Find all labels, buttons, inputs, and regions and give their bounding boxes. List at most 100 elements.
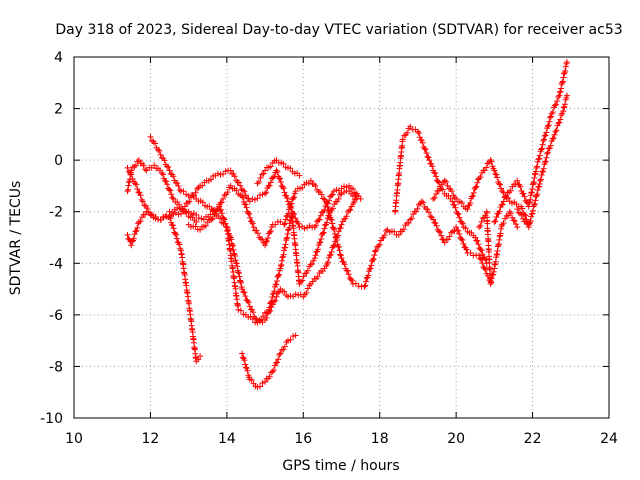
data-point: [420, 199, 427, 206]
data-point: [371, 252, 378, 259]
data-point: [241, 357, 248, 364]
data-point: [538, 146, 545, 153]
data-point: [243, 365, 250, 372]
data-point: [476, 224, 483, 231]
data-point: [433, 190, 440, 197]
data-point: [277, 350, 284, 357]
data-point: [435, 228, 442, 235]
data-point: [284, 195, 291, 202]
data-point: [331, 226, 338, 233]
data-point: [284, 230, 291, 237]
data-point: [272, 221, 279, 228]
data-point: [169, 222, 176, 229]
data-point: [255, 179, 262, 186]
data-point: [186, 198, 193, 205]
data-point: [145, 209, 152, 216]
data-point: [192, 189, 199, 196]
y-axis-label: SDTVAR / TECUs: [8, 181, 24, 296]
data-point: [124, 231, 131, 238]
data-point: [281, 343, 288, 350]
data-point: [133, 227, 140, 234]
data-point: [337, 251, 344, 258]
data-point: [314, 273, 321, 280]
data-point: [239, 354, 246, 361]
data-point: [237, 278, 244, 285]
data-point: [549, 109, 556, 116]
data-point: [295, 220, 302, 227]
data-point: [330, 225, 337, 232]
data-point: [453, 224, 460, 231]
data-point: [161, 157, 168, 164]
data-point: [292, 332, 299, 339]
data-point: [323, 219, 330, 226]
data-point: [474, 179, 481, 186]
data-point: [328, 192, 335, 199]
data-point: [198, 215, 205, 222]
data-point: [559, 78, 566, 85]
data-point: [132, 162, 139, 169]
data-point: [254, 195, 261, 202]
data-point: [128, 242, 135, 249]
data-point: [538, 172, 545, 179]
data-point: [242, 201, 249, 208]
series-sat-k: [392, 123, 490, 267]
data-point: [176, 241, 183, 248]
data-point: [413, 208, 420, 215]
data-point: [266, 229, 273, 236]
data-point: [229, 243, 236, 250]
x-tick-label: 16: [294, 431, 312, 447]
data-point: [281, 221, 288, 228]
data-point: [563, 59, 570, 66]
data-point: [224, 189, 231, 196]
data-point: [454, 210, 461, 217]
data-point: [335, 228, 342, 235]
y-tick-label: 2: [54, 102, 63, 118]
data-point: [477, 246, 484, 253]
data-point: [551, 131, 558, 138]
data-point: [156, 147, 163, 154]
data-point: [446, 233, 453, 240]
data-point: [312, 182, 319, 189]
data-point: [337, 224, 344, 231]
data-point: [527, 218, 534, 224]
data-point: [273, 277, 280, 284]
data-point: [326, 210, 333, 216]
data-point: [427, 213, 434, 220]
data-point: [280, 251, 287, 258]
data-point: [562, 101, 569, 108]
data-point: [159, 171, 166, 178]
series-sat-l: [430, 157, 532, 228]
data-point: [404, 129, 411, 136]
data-point: [327, 216, 334, 223]
data-point: [554, 98, 561, 105]
data-point: [323, 199, 330, 206]
data-point: [425, 154, 432, 161]
data-point: [475, 241, 482, 248]
data-point: [138, 196, 145, 203]
data-point: [170, 173, 177, 180]
data-point: [236, 273, 243, 280]
data-point: [276, 351, 283, 358]
data-point: [419, 139, 426, 146]
data-point: [217, 207, 224, 214]
data-point: [477, 222, 484, 229]
data-point: [303, 289, 310, 296]
data-point: [135, 157, 142, 164]
data-point: [197, 353, 204, 360]
data-point: [561, 103, 568, 110]
data-points: [124, 59, 570, 391]
x-tick-label: 22: [524, 431, 542, 447]
data-point: [492, 217, 499, 224]
data-point: [328, 248, 335, 255]
data-point: [552, 128, 559, 135]
data-point: [291, 211, 298, 218]
data-point: [325, 259, 332, 266]
data-point: [367, 265, 374, 272]
series-sat-n: [514, 92, 570, 231]
data-point: [278, 346, 285, 353]
data-point: [456, 214, 463, 221]
data-point: [478, 218, 485, 225]
data-point: [501, 194, 508, 201]
data-point: [321, 225, 328, 232]
